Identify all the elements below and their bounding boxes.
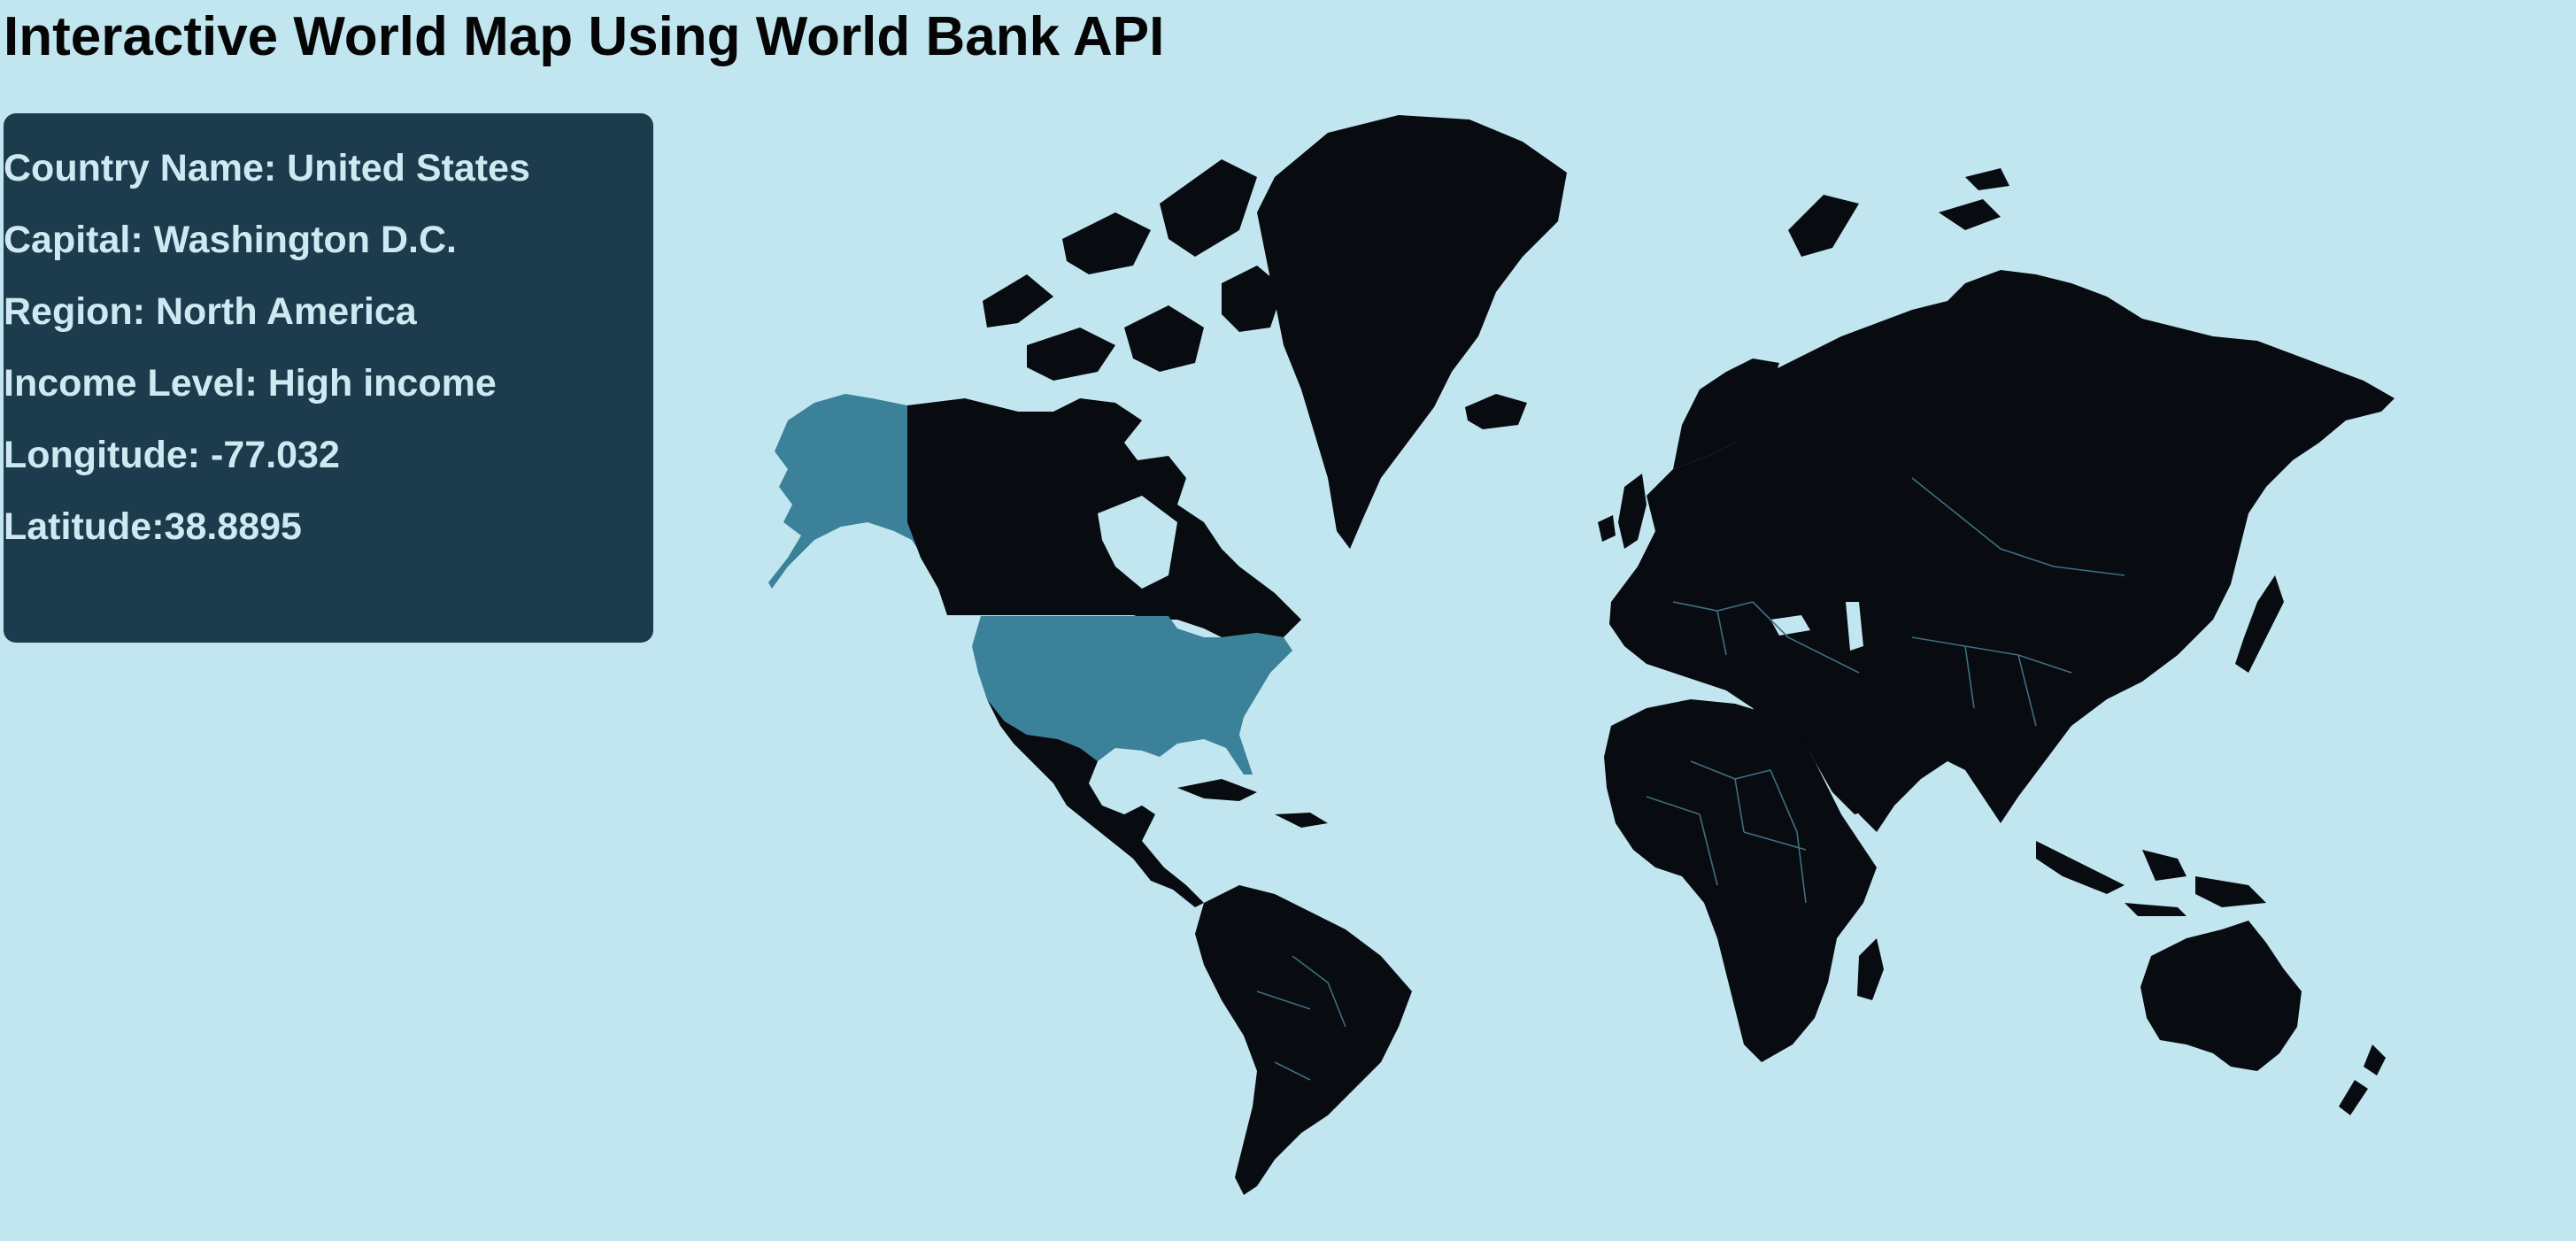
latitude-text: Latitude:38.8895 [4,505,302,548]
country-united-states[interactable] [972,616,1292,775]
uk-ireland[interactable] [1598,474,1647,549]
country-info-panel: Country Name: United States Capital: Was… [4,113,653,643]
caribbean-islands[interactable] [1177,779,1328,828]
country-alaska[interactable] [768,394,956,589]
country-australia[interactable] [2140,921,2302,1071]
page-title: Interactive World Map Using World Bank A… [4,6,1165,67]
country-japan[interactable] [2235,575,2284,673]
region-text: Region: North America [4,290,417,333]
russian-arctic-islands[interactable] [1788,168,2009,257]
country-name-text: Country Name: United States [4,147,530,189]
income-level-text: Income Level: High income [4,362,497,405]
capital-text: Capital: Washington D.C. [4,219,457,261]
southeast-asia-islands[interactable] [2036,841,2266,916]
country-madagascar[interactable] [1857,938,1884,1000]
arctic-islands[interactable] [983,159,1284,381]
africa[interactable] [1604,699,1877,1062]
south-america[interactable] [1195,885,1412,1195]
country-greenland[interactable] [1257,115,1567,549]
world-map[interactable] [761,106,2461,1204]
arabian-peninsula[interactable] [1793,717,1903,814]
country-iceland[interactable] [1465,394,1527,429]
country-borders [1256,477,2125,1081]
country-mexico[interactable] [987,699,1204,907]
scandinavia[interactable] [1673,358,1779,469]
eurasia[interactable] [1609,270,2395,832]
longitude-text: Longitude: -77.032 [4,434,340,476]
country-new-zealand[interactable] [2339,1044,2386,1115]
